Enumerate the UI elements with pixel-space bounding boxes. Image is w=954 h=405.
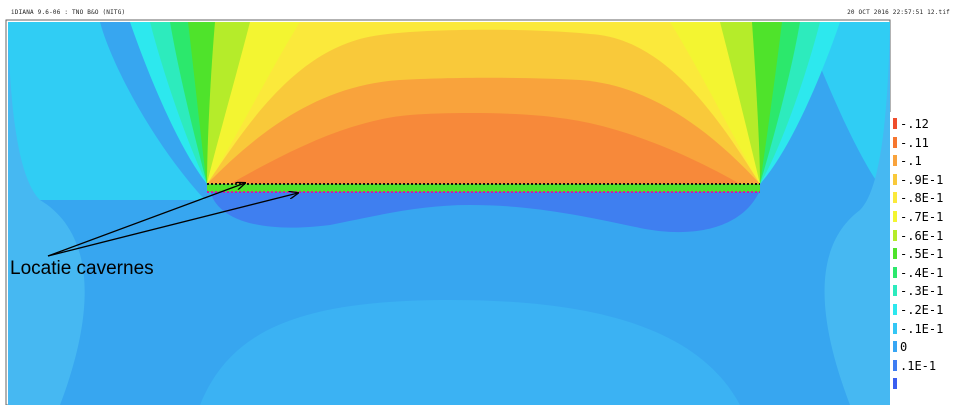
legend-item: -.8E-1 — [890, 190, 954, 208]
window-title-left: iDIANA 9.6-06 : TNO B&O (NITG) — [11, 9, 126, 16]
legend-label: -.5E-1 — [900, 247, 944, 262]
contour-band-deep-blue — [210, 190, 760, 233]
legend-label: .1E-1 — [900, 358, 937, 373]
legend-item: -.11 — [890, 135, 954, 153]
contour-band-outer-light-right — [824, 22, 890, 405]
legend-item: -.5E-1 — [890, 246, 954, 264]
legend-swatch — [893, 304, 897, 315]
legend-label: -.9E-1 — [900, 172, 944, 187]
legend-swatch — [893, 211, 897, 222]
legend-item: -.3E-1 — [890, 283, 954, 301]
legend-item: -.1E-1 — [890, 321, 954, 339]
legend-swatch — [893, 248, 897, 260]
legend-item: -.6E-1 — [890, 228, 954, 246]
legend-swatch — [893, 155, 897, 167]
legend-label: -.1E-1 — [900, 321, 944, 336]
contour-band-dark-orange — [230, 113, 740, 184]
legend-item — [890, 376, 954, 394]
legend-swatch — [893, 322, 897, 334]
legend-item: -.7E-1 — [890, 209, 954, 227]
legend-item: 0 — [890, 339, 954, 357]
legend-item: -.4E-1 — [890, 265, 954, 283]
legend-label: 0 — [900, 340, 908, 355]
contour-band-cavern-strip — [207, 184, 760, 192]
legend-item: -.1 — [890, 153, 954, 171]
legend-label: -.3E-1 — [900, 284, 944, 299]
contour-field — [8, 22, 890, 405]
legend-item: -.2E-1 — [890, 302, 954, 320]
legend-label: -.7E-1 — [900, 210, 944, 224]
annotation-label: Locatie cavernes — [10, 258, 154, 279]
legend-swatch — [893, 173, 897, 185]
legend-label: -.11 — [900, 135, 929, 150]
legend-swatch — [893, 266, 897, 278]
legend-swatch — [893, 285, 897, 297]
legend-label: -.1 — [900, 154, 922, 169]
legend-item: .1E-1 — [890, 358, 954, 376]
legend-label: -.6E-1 — [900, 228, 944, 243]
legend-label: -.4E-1 — [900, 265, 944, 280]
legend-label: -.8E-1 — [900, 191, 944, 206]
contour-band-outer-cyan — [8, 22, 890, 200]
legend-swatch — [893, 118, 897, 129]
legend-label: -.12 — [900, 117, 929, 131]
window-title-right: 20 OCT 2016 22:57:51 12.tif — [847, 9, 950, 16]
contour-band-outer-light-left — [8, 22, 85, 405]
legend-swatch — [893, 136, 897, 148]
legend-swatch — [893, 192, 897, 204]
legend-swatch — [893, 378, 897, 390]
contour-band-lower-bulge — [200, 300, 740, 405]
legend-label: -.2E-1 — [900, 303, 944, 317]
legend-item: -.9E-1 — [890, 172, 954, 190]
legend-swatch — [893, 341, 897, 353]
annotation-arrow-upper — [47, 183, 245, 257]
legend-swatch — [893, 359, 897, 371]
annotation-arrow-lower — [47, 193, 298, 257]
legend-item: -.12 — [890, 116, 954, 134]
legend-swatch — [893, 229, 897, 241]
color-legend: -.12 -.11 -.1 -.9E-1 -.8E-1 -.7E-1 -.6E-1 -.5E-… — [890, 112, 954, 405]
